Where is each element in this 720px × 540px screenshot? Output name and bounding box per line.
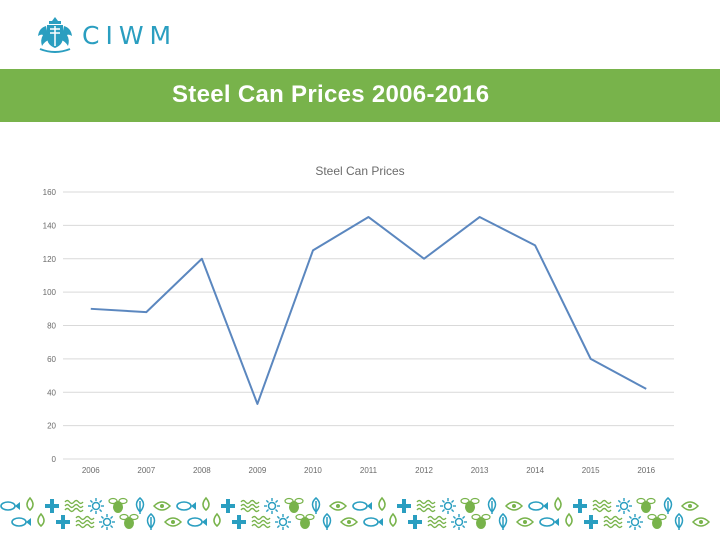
x-tick-label: 2009 xyxy=(249,466,267,475)
bee-icon xyxy=(471,513,491,529)
fish-icon xyxy=(11,517,31,527)
fish-icon xyxy=(0,501,20,511)
eye-icon xyxy=(152,501,172,511)
bee-icon xyxy=(647,513,667,529)
sun-icon xyxy=(451,514,467,530)
cross-icon xyxy=(232,515,246,529)
y-tick-label: 100 xyxy=(43,288,57,297)
y-tick-label: 0 xyxy=(52,455,57,464)
leaf-icon xyxy=(487,497,497,514)
footer-pattern xyxy=(0,496,711,530)
leaf-icon xyxy=(311,497,321,514)
wave-icon xyxy=(416,499,436,513)
eye-icon xyxy=(680,501,700,511)
x-tick-label: 2012 xyxy=(415,466,433,475)
droplet-icon xyxy=(554,496,562,512)
sun-icon xyxy=(88,498,104,514)
leaf-icon xyxy=(498,513,508,530)
line-chart: Steel Can Prices 0 20 40 60 80 100 120 140 160 20… xyxy=(43,164,674,475)
cross-icon xyxy=(408,515,422,529)
bee-icon xyxy=(295,513,315,529)
sun-icon xyxy=(440,498,456,514)
bee-icon xyxy=(636,497,656,513)
droplet-icon xyxy=(213,512,221,528)
leaf-icon xyxy=(322,513,332,530)
sun-icon xyxy=(616,498,632,514)
x-tick-label: 2006 xyxy=(82,466,100,475)
wave-icon xyxy=(251,515,271,529)
bee-icon xyxy=(108,497,128,513)
wave-icon xyxy=(592,499,612,513)
cross-icon xyxy=(397,499,411,513)
eye-icon xyxy=(691,517,711,527)
logo-text: CIWM xyxy=(82,21,178,50)
bee-icon xyxy=(460,497,480,513)
bee-icon xyxy=(119,513,139,529)
eye-icon xyxy=(515,517,535,527)
x-tick-label: 2008 xyxy=(193,466,211,475)
droplet-icon xyxy=(389,512,397,528)
sun-icon xyxy=(275,514,291,530)
droplet-icon xyxy=(565,512,573,528)
y-tick-label: 120 xyxy=(43,255,57,264)
droplet-icon xyxy=(202,496,210,512)
fish-icon xyxy=(352,501,372,511)
fish-icon xyxy=(528,501,548,511)
page-title: Steel Can Prices 2006-2016 xyxy=(172,81,490,108)
title-banner: Steel Can Prices 2006-2016 xyxy=(0,69,720,122)
y-tick-label: 160 xyxy=(43,188,57,197)
eye-icon xyxy=(328,501,348,511)
sun-icon xyxy=(264,498,280,514)
leaf-icon xyxy=(146,513,156,530)
eye-icon xyxy=(504,501,524,511)
cross-icon xyxy=(45,499,59,513)
leaf-icon xyxy=(674,513,684,530)
wave-icon xyxy=(240,499,260,513)
cross-icon xyxy=(56,515,70,529)
y-tick-label: 80 xyxy=(47,322,56,331)
x-tick-label: 2015 xyxy=(582,466,600,475)
droplet-icon xyxy=(37,512,45,528)
eye-icon xyxy=(163,517,183,527)
fish-icon xyxy=(187,517,207,527)
cross-icon xyxy=(573,499,587,513)
leaf-icon xyxy=(663,497,673,514)
x-tick-label: 2016 xyxy=(637,466,655,475)
sun-icon xyxy=(627,514,643,530)
cross-icon xyxy=(584,515,598,529)
y-tick-label: 40 xyxy=(47,388,56,397)
y-tick-label: 140 xyxy=(43,221,57,230)
series-line xyxy=(90,216,647,405)
wave-icon xyxy=(75,515,95,529)
bee-icon xyxy=(284,497,304,513)
x-tick-label: 2010 xyxy=(304,466,322,475)
wave-icon xyxy=(427,515,447,529)
crest-icon xyxy=(38,17,72,53)
y-tick-label: 60 xyxy=(47,355,56,364)
sun-icon xyxy=(99,514,115,530)
eye-icon xyxy=(339,517,359,527)
x-tick-label: 2011 xyxy=(360,466,378,475)
wave-icon xyxy=(64,499,84,513)
y-tick-label: 20 xyxy=(47,422,56,431)
wave-icon xyxy=(603,515,623,529)
droplet-icon xyxy=(378,496,386,512)
ciwm-logo[interactable]: CIWM xyxy=(34,14,184,54)
droplet-icon xyxy=(26,496,34,512)
fish-icon xyxy=(363,517,383,527)
fish-icon xyxy=(539,517,559,527)
cross-icon xyxy=(221,499,235,513)
leaf-icon xyxy=(135,497,145,514)
x-tick-label: 2014 xyxy=(526,466,544,475)
x-tick-label: 2013 xyxy=(471,466,489,475)
x-tick-label: 2007 xyxy=(137,466,155,475)
fish-icon xyxy=(176,501,196,511)
chart-title: Steel Can Prices xyxy=(315,164,404,178)
